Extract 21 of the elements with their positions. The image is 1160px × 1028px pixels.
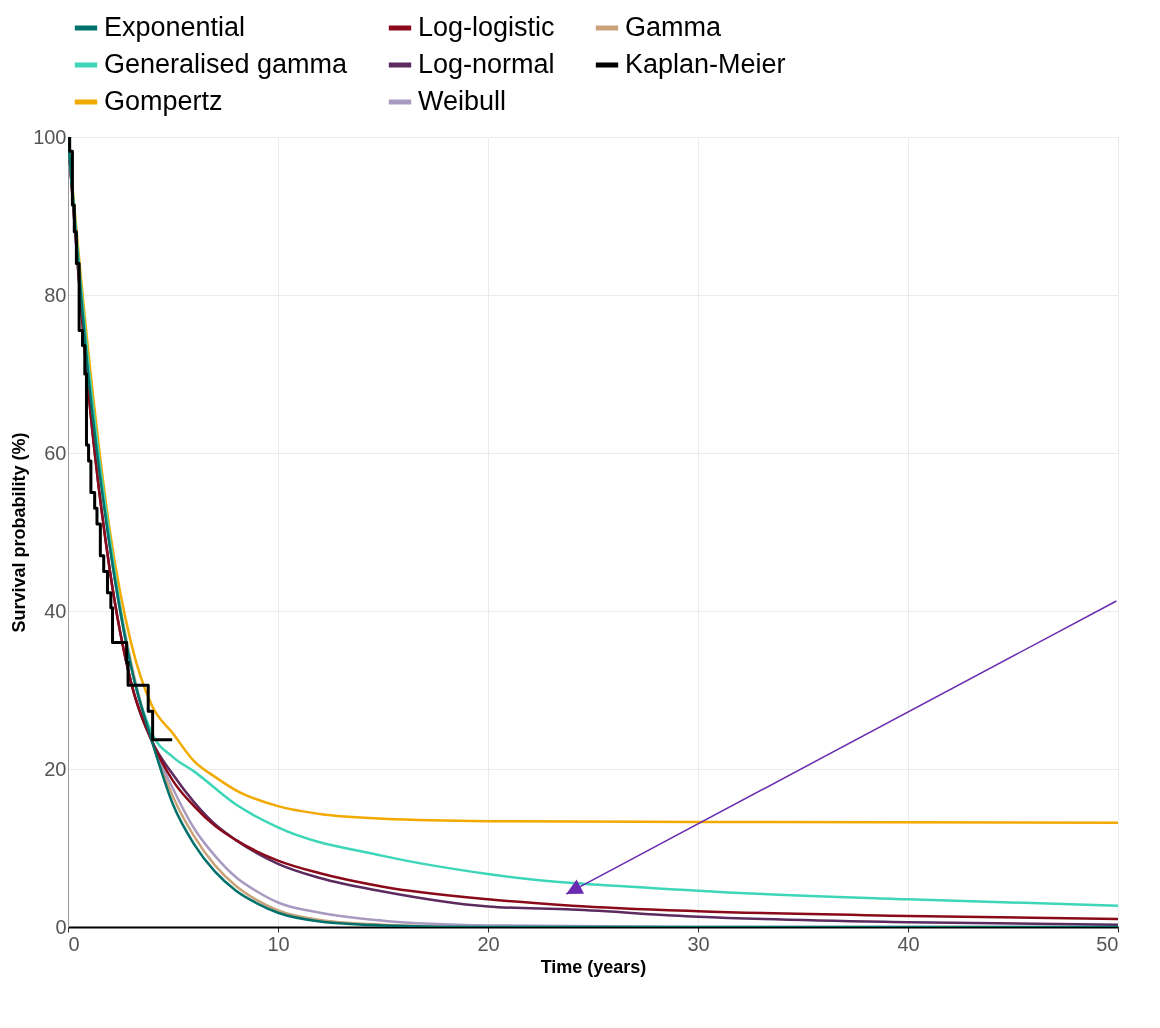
y-tick-label: 100 (33, 125, 67, 148)
legend-label: Log-logistic (418, 12, 555, 42)
x-axis-title: Time (years) (540, 956, 647, 977)
x-tick-label: 50 (1096, 932, 1119, 955)
x-tick-label: 40 (897, 932, 920, 955)
legend-label: Log-normal (418, 49, 555, 79)
legend-label: Kaplan-Meier (625, 49, 786, 79)
legend-label: Exponential (104, 12, 246, 42)
y-tick-label: 40 (44, 599, 67, 622)
y-tick-label: 60 (44, 441, 67, 464)
x-tick-label: 20 (477, 932, 500, 955)
y-axis-title: Survival probability (%) (9, 432, 30, 633)
legend-label: Gompertz (104, 86, 223, 116)
x-tick-label: 10 (267, 932, 290, 955)
legend-label: Weibull (418, 86, 507, 116)
y-tick-label: 80 (44, 283, 67, 306)
y-tick-label: 0 (55, 915, 67, 938)
x-tick-label: 30 (687, 932, 710, 955)
y-tick-label: 20 (44, 757, 67, 780)
legend-label: Generalised gamma (104, 49, 349, 79)
legend-label: Gamma (625, 12, 722, 42)
